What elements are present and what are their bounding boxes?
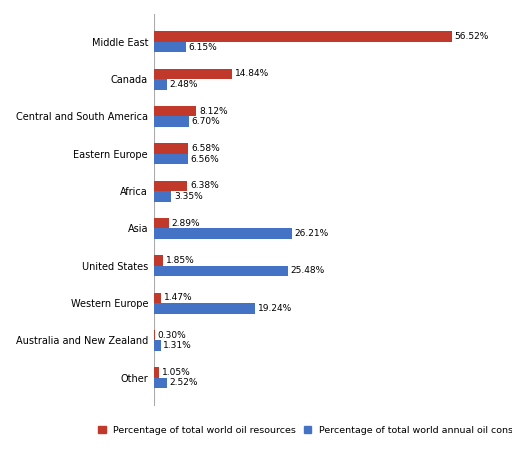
Text: 26.21%: 26.21% xyxy=(294,229,329,238)
Text: 6.58%: 6.58% xyxy=(191,144,220,153)
Text: 6.70%: 6.70% xyxy=(191,117,220,126)
Bar xyxy=(154,191,172,201)
Text: 6.15%: 6.15% xyxy=(189,42,218,52)
Text: 3.35%: 3.35% xyxy=(174,192,203,201)
Text: 2.48%: 2.48% xyxy=(169,80,198,89)
Text: 2.89%: 2.89% xyxy=(172,219,200,228)
Bar xyxy=(154,106,197,117)
Bar xyxy=(154,79,167,89)
Bar xyxy=(154,266,288,276)
Bar xyxy=(154,255,163,266)
Bar xyxy=(154,154,188,164)
Bar xyxy=(154,42,186,52)
Text: 19.24%: 19.24% xyxy=(258,304,292,313)
Text: 1.85%: 1.85% xyxy=(166,256,195,265)
Bar xyxy=(154,340,161,351)
Bar xyxy=(154,228,292,239)
Text: 14.84%: 14.84% xyxy=(234,70,269,78)
Bar xyxy=(154,303,255,313)
Bar xyxy=(154,378,167,388)
Text: 8.12%: 8.12% xyxy=(199,107,228,116)
Text: 1.47%: 1.47% xyxy=(164,293,193,302)
Text: 6.38%: 6.38% xyxy=(190,181,219,190)
Bar xyxy=(154,69,232,79)
Legend: Percentage of total world oil resources, Percentage of total world annual oil co: Percentage of total world oil resources,… xyxy=(98,426,512,435)
Bar xyxy=(154,367,159,378)
Bar xyxy=(154,330,155,340)
Text: 25.48%: 25.48% xyxy=(291,266,325,276)
Text: 56.52%: 56.52% xyxy=(455,32,489,41)
Text: 1.05%: 1.05% xyxy=(162,368,190,377)
Text: 2.52%: 2.52% xyxy=(169,378,198,387)
Bar xyxy=(154,31,452,42)
Bar xyxy=(154,218,169,228)
Text: 6.56%: 6.56% xyxy=(191,154,220,164)
Bar xyxy=(154,143,188,154)
Text: 0.30%: 0.30% xyxy=(158,331,186,340)
Text: 1.31%: 1.31% xyxy=(163,341,192,350)
Bar xyxy=(154,293,161,303)
Bar xyxy=(154,117,189,127)
Bar xyxy=(154,181,187,191)
